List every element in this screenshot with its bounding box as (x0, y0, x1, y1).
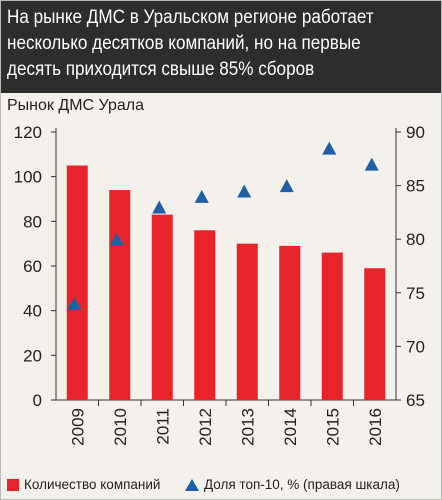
bar-companies (194, 230, 216, 400)
legend-item-top10-share: Доля топ-10, % (правая шкала) (185, 477, 400, 492)
y-left-tick-label: 100 (14, 168, 42, 187)
marker-top10-share (152, 200, 167, 214)
y-right-tick-label: 90 (406, 123, 425, 142)
x-tick-label: 2014 (281, 408, 300, 446)
legend: Количество компаний Доля топ-10, % (прав… (7, 477, 439, 497)
x-tick-label: 2015 (323, 408, 342, 446)
legend-swatch-top10-share (185, 478, 199, 491)
legend-item-companies: Количество компаний (7, 477, 160, 492)
bar-companies (151, 214, 173, 400)
marker-top10-share (194, 189, 209, 203)
x-tick-label: 2010 (111, 408, 130, 446)
legend-label-companies: Количество компаний (24, 477, 161, 492)
y-left-tick-label: 0 (33, 391, 42, 410)
chart-title: На рынке ДМС в Уральском регионе работае… (7, 7, 374, 80)
bar-companies (364, 268, 386, 400)
y-right-tick-label: 80 (406, 230, 425, 249)
y-right-tick-label: 65 (406, 391, 425, 410)
marker-top10-share (67, 297, 82, 311)
x-tick-label: 2016 (366, 408, 385, 446)
bar-companies (321, 252, 343, 400)
chart-plot: 0 20 40 60 80 100 120 65 70 75 80 85 90 2009 2010 2011 2… (14, 123, 425, 446)
x-tick-label: 2013 (238, 408, 257, 446)
y-right-tick-label: 85 (406, 177, 425, 196)
y-left-tick-label: 60 (23, 257, 42, 276)
x-tick-label: 2011 (153, 408, 172, 445)
bar-companies (279, 245, 301, 400)
marker-top10-share (279, 179, 294, 193)
marker-top10-share (322, 141, 337, 155)
y-left-tick-label: 80 (23, 212, 42, 231)
y-left-tick-label: 40 (23, 302, 42, 321)
marker-top10-share (237, 184, 252, 198)
legend-label-top10-share: Доля топ-10, % (правая шкала) (204, 477, 400, 492)
bar-companies (109, 190, 131, 400)
legend-swatch-companies (7, 478, 19, 491)
x-tick-label: 2009 (68, 408, 87, 446)
chart-subtitle: Рынок ДМС Урала (7, 97, 144, 114)
marker-top10-share (364, 157, 379, 171)
y-left-tick-label: 20 (23, 346, 42, 365)
y-right-tick-label: 75 (406, 284, 425, 303)
bar-companies (66, 165, 88, 400)
y-right-tick-label: 70 (406, 337, 425, 356)
y-left-tick-label: 120 (14, 123, 42, 142)
x-tick-label: 2012 (196, 408, 215, 446)
header-bar: На рынке ДМС в Уральском регионе работае… (1, 1, 441, 93)
marker-top10-share (109, 232, 124, 246)
bar-companies (236, 243, 258, 400)
